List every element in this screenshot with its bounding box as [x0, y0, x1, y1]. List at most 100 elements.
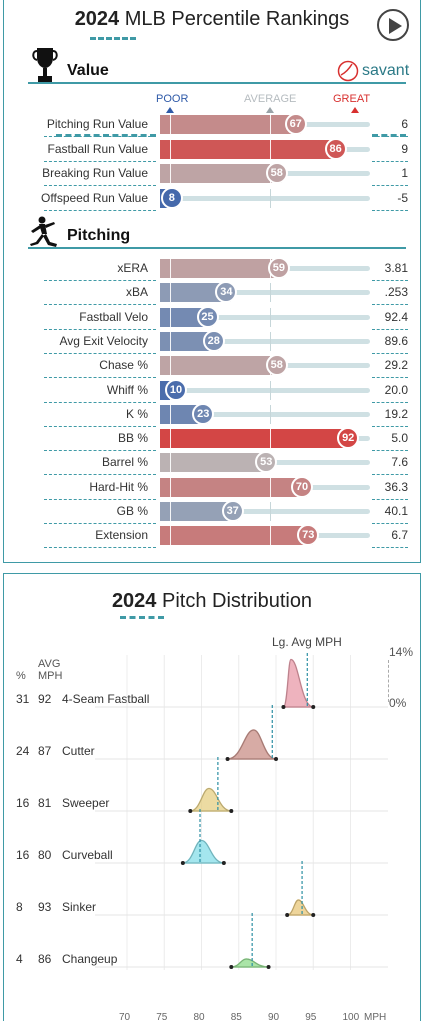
- pitching-hard-hit-average-line: [270, 477, 271, 497]
- pitching-hard-hit-label: Hard-Hit %: [89, 479, 148, 494]
- savant-brand[interactable]: savant: [362, 62, 410, 79]
- value-breaking-run-value-label: Breaking Run Value: [42, 166, 148, 180]
- axis-tick-75: 75: [156, 1012, 168, 1023]
- pitching-k-midline: [170, 404, 171, 424]
- pitching-barrel-bar[interactable]: [160, 453, 272, 473]
- cutter-row-label: 24 87 Cutter: [16, 744, 95, 758]
- pitching-chase-value-divider: [372, 377, 408, 379]
- title-underline: [90, 37, 136, 40]
- value-offspeed-run-value-divider: [44, 209, 156, 211]
- changeup-avg-mph: 86: [38, 952, 52, 966]
- value-fastball-run-value-value-divider: [372, 160, 408, 162]
- pitching-k-percentile: 23: [192, 402, 215, 425]
- value-section-label: Value: [67, 62, 109, 79]
- axis-tick-70: 70: [119, 1012, 131, 1023]
- pitching-bb-divider: [44, 450, 156, 452]
- value-section-rule: [28, 82, 406, 84]
- pitching-whiff-value-divider: [372, 401, 408, 403]
- pitching-barrel-divider: [44, 474, 156, 476]
- curveball-density-outline: [182, 839, 224, 864]
- pitching-barrel-value: 7.6: [391, 455, 408, 470]
- pitching-gb-percentile: 37: [221, 500, 244, 522]
- value-fastball-run-value-midline: [170, 139, 171, 159]
- value-offspeed-run-value-value: -5: [397, 190, 408, 205]
- pitching-xera-percentile: 59: [267, 257, 290, 279]
- value-fastball-run-value-bar[interactable]: [160, 139, 341, 159]
- pitching-xera-bar[interactable]: [160, 259, 284, 278]
- savant-logo-icon: [337, 60, 359, 82]
- distribution-title-underline: [120, 616, 164, 619]
- value-breaking-run-value-midline: [170, 164, 171, 183]
- play-button[interactable]: [377, 9, 409, 41]
- pitching-bb-value: 5.0: [391, 431, 408, 446]
- value-fastball-run-value-value: 9: [401, 141, 408, 156]
- distribution-title-year: 2024: [111, 590, 157, 612]
- pitching-extension-percentile: 73: [297, 524, 320, 547]
- pitching-k-value: 19.2: [384, 406, 408, 421]
- sinker-density-outline: [287, 899, 314, 916]
- pitching-avg-exit-velocity-value-divider: [372, 352, 408, 354]
- pitching-k-divider: [44, 425, 156, 427]
- pitching-gb-midline: [170, 502, 171, 521]
- scale-poor-marker: [166, 107, 174, 113]
- axis-tick-90: 90: [268, 1012, 280, 1023]
- axis-tick-100: 100: [342, 1012, 360, 1023]
- pitching-chase-divider: [44, 377, 156, 379]
- sweeper-min-dot: [188, 809, 193, 813]
- cutter-name: Cutter: [62, 744, 95, 758]
- value-pitching-run-value-label: Pitching Run Value: [46, 117, 148, 131]
- value-pitching-run-value-average-line: [270, 115, 271, 134]
- pitching-k-average-line: [270, 404, 271, 424]
- pitching-extension-bar[interactable]: [160, 526, 314, 546]
- pitching-barrel-percentile: 53: [255, 451, 278, 474]
- pitching-xera-divider: [44, 280, 156, 281]
- pitching-gb-track: [160, 509, 370, 514]
- pitching-chase-bar[interactable]: [160, 356, 282, 376]
- scale-great-label: GREAT: [333, 93, 371, 105]
- pitching-gb-bar[interactable]: [160, 502, 238, 521]
- percentile-rankings-card: 2024 MLB Percentile Rankings Value savan…: [3, 0, 421, 563]
- pitching-xba-label: xBA: [125, 285, 148, 300]
- value-fastball-run-value-average-line: [270, 139, 271, 159]
- sweeper-row-label: 16 81 Sweeper: [16, 796, 109, 810]
- pitching-bb-value-divider: [372, 450, 408, 452]
- pitching-whiff-divider: [44, 401, 156, 403]
- pitching-whiff-label: Whiff %: [106, 382, 148, 397]
- value-pitching-run-value-bar[interactable]: [160, 115, 301, 134]
- sweeper-density: [190, 787, 232, 812]
- pitching-gb-average-line: [270, 502, 271, 521]
- value-offspeed-run-value-label: Offspeed Run Value: [41, 190, 148, 205]
- 4-seam-fastball-min-dot: [281, 705, 286, 709]
- sweeper-usage-pct: 16: [16, 796, 30, 810]
- changeup-max-dot: [266, 965, 271, 969]
- sweeper-density-outline: [190, 787, 232, 812]
- pitching-bb-percentile: 92: [337, 427, 360, 450]
- 4-seam-fastball-row-label: 31 92 4-Seam Fastball: [16, 692, 149, 706]
- lg-avg-mph-label: Lg. Avg MPH: [272, 635, 342, 649]
- scale-bracket: [388, 660, 389, 702]
- pitching-bb-bar[interactable]: [160, 429, 354, 449]
- pitching-whiff-track: [160, 387, 370, 393]
- curveball-avg-mph: 80: [38, 848, 52, 862]
- pitching-xba-bar[interactable]: [160, 283, 232, 303]
- pitching-xera-value: 3.81: [384, 261, 408, 275]
- pitching-fastball-velo-divider: [44, 328, 156, 330]
- pitching-avg-exit-velocity-label: Avg Exit Velocity: [59, 333, 149, 348]
- pitching-avg-exit-velocity-value: 89.6: [384, 333, 408, 348]
- pitching-barrel-value-divider: [372, 474, 408, 476]
- pitch-distribution-card: 2024 Pitch Distribution: [3, 573, 421, 1021]
- pitching-avg-exit-velocity-track: [160, 338, 370, 344]
- distribution-title-text: Pitch Distribution: [162, 590, 313, 612]
- pitching-bb-label: BB %: [117, 431, 148, 446]
- pitching-xera-value-divider: [372, 280, 408, 281]
- sweeper-name: Sweeper: [62, 796, 110, 810]
- value-pitching-run-value-midline: [170, 115, 171, 134]
- value-offspeed-run-value-percentile: 8: [160, 186, 183, 209]
- value-fastball-run-value-label: Fastball Run Value: [47, 141, 149, 156]
- sinker-row-label: 8 93 Sinker: [16, 900, 96, 914]
- pitching-k-label: K %: [125, 406, 148, 421]
- changeup-row-label: 4 86 Changeup: [16, 952, 117, 966]
- pitching-bb-average-line: [270, 429, 271, 449]
- value-breaking-run-value-bar[interactable]: [160, 164, 282, 183]
- pitching-hard-hit-midline: [170, 477, 171, 497]
